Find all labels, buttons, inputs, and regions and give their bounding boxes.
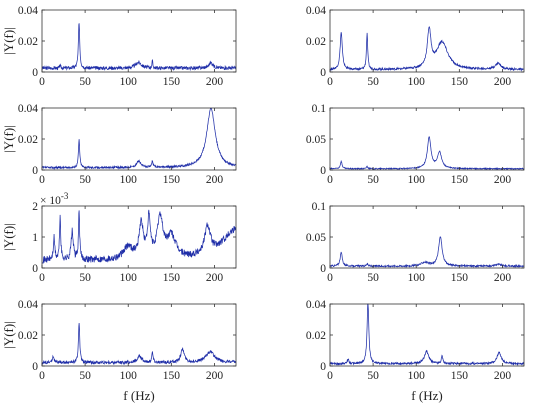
x-tick-label: 150 <box>451 272 469 284</box>
y-axis-label: |Y(f)| <box>1 125 16 153</box>
y-tick-label: 0.04 <box>306 5 326 17</box>
y-tick-label: 0 <box>32 67 38 79</box>
spectrum-line <box>41 23 237 72</box>
y-tick-label: 0.1 <box>312 201 327 213</box>
spectrum-line <box>41 323 236 366</box>
spectrum-line <box>329 303 525 366</box>
x-tick-label: 0 <box>39 76 45 88</box>
x-tick-label: 200 <box>206 272 224 284</box>
y-axis-label: |Y(f)| <box>1 321 16 349</box>
subplot-row2-right: 0 50 100 150 200 0 0.05 0.1 <box>306 103 525 186</box>
subplot-row2-left: 0 50 100 150 200 0 0.02 0.04|Y(f)| <box>1 103 237 186</box>
y-tick-label: 0 <box>320 165 326 177</box>
x-tick-label: 50 <box>79 76 91 88</box>
x-tick-label: 200 <box>494 76 512 88</box>
y-exponent-label: × 10-3 <box>40 191 69 207</box>
y-tick-label: 0.02 <box>18 36 38 48</box>
x-tick-label: 100 <box>408 370 426 382</box>
y-tick-label: 0 <box>32 263 38 275</box>
subplot-row3-left: 0 50 100 150 200 0 1 2 × 10-3 |Y(f)| <box>1 191 237 284</box>
x-tick-label: 150 <box>163 174 181 186</box>
x-tick-label: 200 <box>494 174 512 186</box>
x-tick-label: 100 <box>408 272 426 284</box>
y-axis-label: |Y(f)| <box>1 27 16 55</box>
y-tick-label: 0.05 <box>306 134 326 146</box>
spectrum-line <box>329 136 525 171</box>
y-tick-label: 0 <box>320 263 326 275</box>
subplot-row1-right: 0 50 100 150 200 0 0.02 0.04 <box>306 5 525 88</box>
x-tick-label: 200 <box>206 76 224 88</box>
x-tick-label: 0 <box>39 174 45 186</box>
x-tick-label: 100 <box>120 174 138 186</box>
x-tick-label: 150 <box>163 272 181 284</box>
x-tick-label: 100 <box>120 370 138 382</box>
y-tick-label: 0.04 <box>18 299 38 311</box>
x-tick-label: 200 <box>206 370 224 382</box>
x-tick-label: 50 <box>367 174 379 186</box>
y-tick-label: 1 <box>32 232 38 244</box>
x-tick-label: 100 <box>120 272 138 284</box>
x-axis-label: f (Hz) <box>123 388 154 403</box>
x-tick-label: 0 <box>327 76 333 88</box>
axes-frame <box>329 303 525 367</box>
y-tick-label: 0.04 <box>306 299 326 311</box>
x-tick-label: 50 <box>367 370 379 382</box>
x-tick-label: 0 <box>39 272 45 284</box>
spectrum-line <box>329 236 525 269</box>
y-tick-label: 0.05 <box>306 232 326 244</box>
x-tick-label: 150 <box>163 370 181 382</box>
y-tick-label: 0.04 <box>18 103 38 115</box>
subplot-row3-right: 0 50 100 150 200 0 0.05 0.1 <box>306 201 525 284</box>
y-tick-label: 2 <box>32 201 38 213</box>
x-tick-label: 0 <box>327 174 333 186</box>
y-tick-label: 0.02 <box>18 330 38 342</box>
y-tick-label: 0 <box>320 67 326 79</box>
x-tick-label: 150 <box>451 370 469 382</box>
y-tick-label: 0.02 <box>18 134 38 146</box>
x-tick-label: 50 <box>367 272 379 284</box>
axes-frame <box>329 9 525 73</box>
y-tick-label: 0.02 <box>306 36 326 48</box>
x-tick-label: 150 <box>163 76 181 88</box>
x-tick-label: 200 <box>206 174 224 186</box>
subplot-row4-left: 0 50 100 150 200 0 0.02 0.04|Y(f)| f (Hz) <box>1 299 237 403</box>
x-tick-label: 50 <box>367 76 379 88</box>
subplot-row1-left: 0 50 100 150 200 0 0.02 0.04|Y(f)| <box>1 5 237 88</box>
x-tick-label: 150 <box>451 76 469 88</box>
x-axis-label: f (Hz) <box>411 388 442 403</box>
x-tick-label: 200 <box>494 272 512 284</box>
x-tick-label: 0 <box>39 370 45 382</box>
y-tick-label: 0.1 <box>312 103 327 115</box>
x-tick-label: 0 <box>327 370 333 382</box>
y-axis-label: |Y(f)| <box>1 223 16 251</box>
x-tick-label: 50 <box>79 370 91 382</box>
spectrum-line <box>41 107 237 171</box>
x-tick-label: 100 <box>408 174 426 186</box>
spectrum-line <box>41 209 237 264</box>
y-tick-label: 0 <box>32 361 38 373</box>
axes-frame <box>329 205 525 269</box>
spectrum-line <box>329 26 524 72</box>
y-tick-label: 0 <box>320 361 326 373</box>
x-tick-label: 150 <box>451 174 469 186</box>
x-tick-label: 100 <box>120 76 138 88</box>
axes-frame <box>41 205 237 269</box>
y-tick-label: 0 <box>32 165 38 177</box>
x-tick-label: 100 <box>408 76 426 88</box>
x-tick-label: 50 <box>79 174 91 186</box>
x-tick-label: 0 <box>327 272 333 284</box>
subplot-row4-right: 0 50 100 150 200 0 0.02 0.04 f (Hz) <box>306 299 525 403</box>
y-tick-label: 0.04 <box>18 5 38 17</box>
x-tick-label: 50 <box>79 272 91 284</box>
x-tick-label: 200 <box>494 370 512 382</box>
axes-frame <box>329 107 525 171</box>
y-tick-label: 0.02 <box>306 330 326 342</box>
